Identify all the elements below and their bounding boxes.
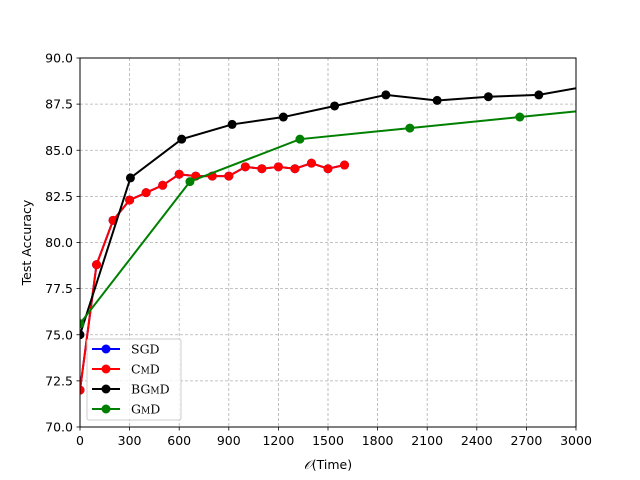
y-tick-label: 70.0 [45, 420, 73, 435]
y-tick-label: 87.5 [45, 97, 73, 112]
data-point-cmd [125, 195, 135, 205]
legend-swatch-marker [101, 384, 111, 394]
x-tick-label: 300 [118, 433, 142, 448]
data-point-cmd [174, 169, 184, 179]
data-point-cmd [257, 164, 267, 174]
legend-item-bgmd: BGmD [92, 382, 170, 397]
data-point-cmd [273, 162, 283, 172]
y-tick-label: 77.5 [45, 281, 73, 296]
series-cmd [80, 158, 350, 395]
legend-swatch-marker [101, 344, 111, 354]
data-point-cmd [158, 180, 168, 190]
x-tick-label: 3000 [560, 433, 592, 448]
data-point-cmd [141, 188, 151, 198]
legend-item-cmd: CmD [92, 362, 160, 377]
data-point-gmd [185, 177, 195, 187]
axis-ticks: 0 300 600 900 1200 1500 1800 2100 2400 2700 3000 70… [45, 51, 592, 449]
data-point-bgmd [586, 81, 595, 90]
data-point-bgmd [330, 101, 340, 111]
data-point-gmd [405, 123, 415, 133]
series-gmd [80, 101, 634, 329]
data-point-cmd [224, 171, 234, 181]
data-point-gmd [295, 134, 305, 144]
data-point-bgmd [177, 134, 187, 144]
legend-swatch-marker [101, 404, 111, 414]
x-tick-label: 600 [167, 433, 191, 448]
series-line-bgmd [80, 87, 576, 336]
data-point-cmd [340, 160, 350, 170]
x-axis-label-suffix: (Time) [312, 457, 352, 472]
x-tick-label: 2100 [411, 433, 443, 448]
x-tick-label: 2400 [461, 433, 493, 448]
legend-swatch-marker [101, 364, 111, 374]
data-point-cmd [80, 385, 85, 395]
data-point-bgmd [432, 95, 442, 105]
data-point-bgmd [534, 90, 544, 100]
data-point-cmd [290, 164, 300, 174]
data-point-bgmd [483, 92, 493, 102]
x-tick-label: 1500 [312, 433, 344, 448]
y-tick-label: 80.0 [45, 235, 73, 250]
x-tick-label: 1200 [262, 433, 294, 448]
y-tick-label: 82.5 [45, 189, 73, 204]
y-tick-label: 85.0 [45, 143, 73, 158]
legend-label: SGD [131, 342, 160, 357]
x-tick-label: 2700 [510, 433, 542, 448]
series-line-gmd [80, 110, 576, 325]
y-tick-label: 75.0 [45, 327, 73, 342]
legend-label: BGmD [131, 382, 170, 397]
data-point-bgmd [278, 112, 288, 122]
series-bgmd [80, 81, 595, 340]
data-point-cmd [92, 260, 102, 270]
data-point-cmd [323, 164, 333, 174]
y-tick-label: 72.5 [45, 373, 73, 388]
x-axis-label: 𝒪(Time) [304, 457, 352, 472]
data-point-bgmd [125, 173, 135, 183]
legend-item-gmd: GmD [92, 402, 160, 417]
data-point-gmd [625, 101, 634, 110]
legend-frame [86, 338, 182, 421]
legend-label: GmD [131, 402, 160, 417]
data-point-bgmd [227, 119, 237, 129]
data-point-bgmd [381, 90, 391, 100]
data-point-gmd [515, 112, 525, 122]
legend: SGD CmD BGmD GmD [86, 338, 182, 421]
data-series [80, 81, 634, 395]
x-tick-label: 1800 [362, 433, 394, 448]
x-tick-label: 900 [217, 433, 241, 448]
x-tick-label: 0 [76, 433, 84, 448]
data-point-cmd [240, 162, 250, 172]
legend-label: CmD [131, 362, 160, 377]
legend-item-sgd: SGD [92, 342, 160, 357]
y-axis-label: Test Accuracy [19, 199, 34, 286]
data-point-cmd [306, 158, 316, 168]
data-point-gmd [80, 319, 85, 329]
x-axis-label-prefix: 𝒪 [304, 457, 315, 472]
y-tick-label: 90.0 [45, 51, 73, 66]
data-point-bgmd [80, 330, 85, 340]
